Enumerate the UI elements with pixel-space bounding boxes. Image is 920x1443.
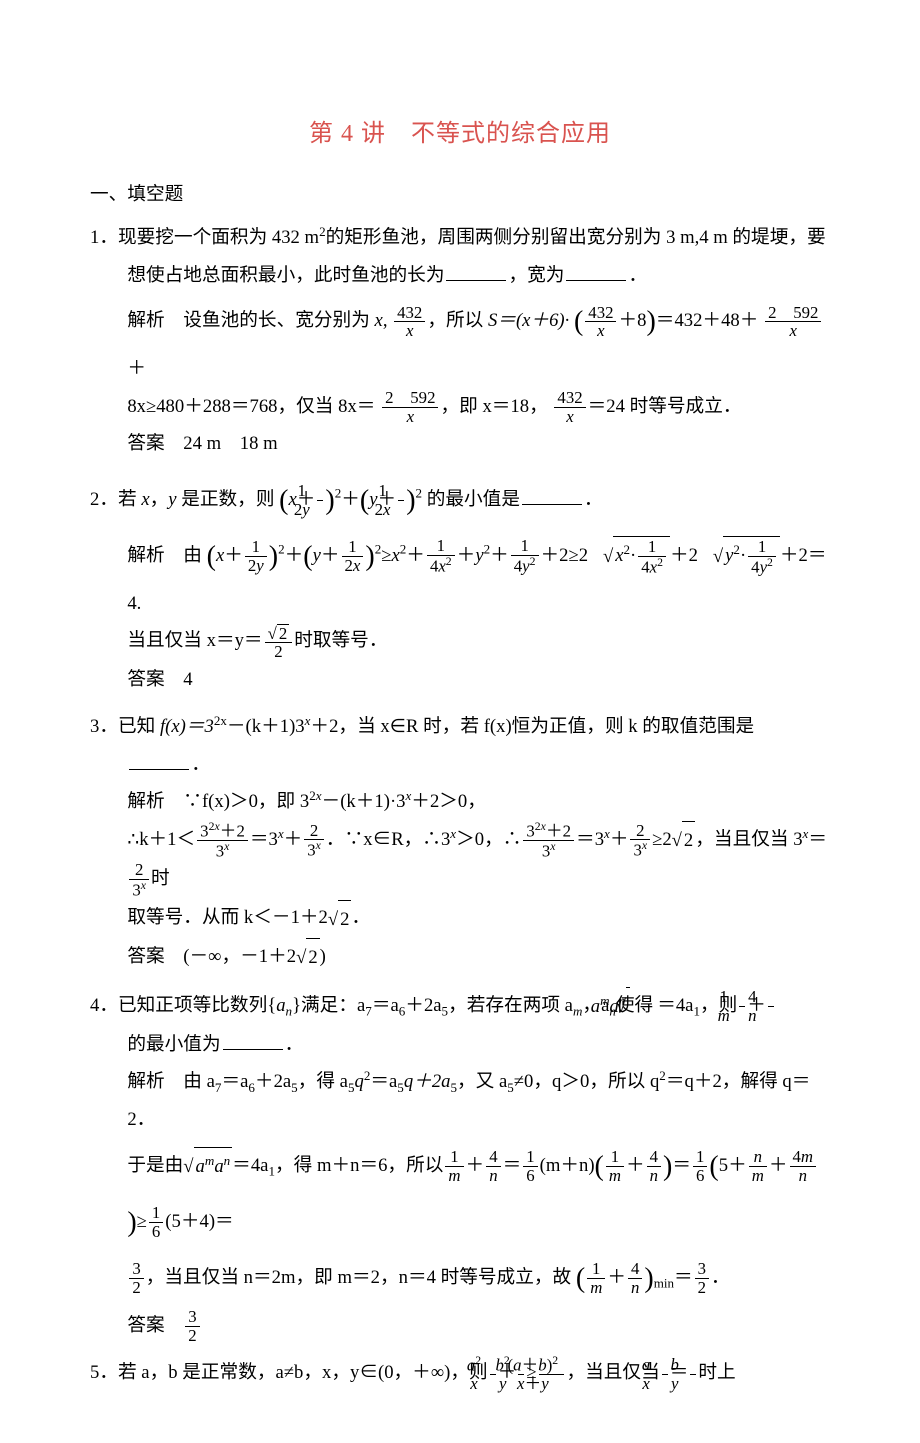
- q3-solution-1: 解析 ∵f(x)＞0，即 32x－(k＋1)·3x＋2＞0，: [90, 783, 830, 821]
- question-3: 3．已知 f(x)＝32x－(k＋1)3x＋2，当 x∈R 时，若 f(x)恒为…: [90, 708, 830, 977]
- blank: [223, 1032, 283, 1050]
- blank: [129, 752, 189, 770]
- q5-prompt: 5．若 a，b 是正常数，a≠b，x，y∈(0，＋∞)，则a2x＋b2y≥(a＋…: [90, 1354, 830, 1393]
- q4-prompt: 4．已知正项等比数列{an}满足：a7＝a6＋2a5，若存在两项 am，an使得…: [90, 987, 830, 1026]
- q4-prompt-2: 的最小值为．: [90, 1026, 830, 1063]
- fraction: 432x: [585, 304, 616, 340]
- q4-solution-1: 解析 由 a7＝a6＋2a5，得 a5q2＝a5q＋2a5，又 a5≠0，q＞0…: [90, 1063, 830, 1138]
- q1-solution-line2: 8x≥480＋288＝768，仅当 8x＝ 2 592x，即 x＝18， 432…: [90, 388, 830, 426]
- blank: [522, 487, 582, 505]
- q1-answer: 答案 24 m 18 m: [90, 425, 830, 462]
- fraction: 432x: [394, 304, 425, 340]
- fraction: 2 592x: [382, 389, 438, 425]
- q3-number: 3．: [90, 716, 118, 737]
- fraction: 2 592x: [765, 304, 821, 340]
- q2-answer: 答案 4: [90, 661, 830, 698]
- q4-solution-3: 32，当且仅当 n＝2m，即 m＝2，n＝4 时等号成立，故 (1m＋4n)mi…: [90, 1251, 830, 1307]
- q5-number: 5．: [90, 1362, 118, 1383]
- q2-solution: 解析 由 (x＋12y)2＋(y＋12x)2≥x2＋14x2＋y2＋14y2＋2…: [90, 529, 830, 622]
- q2-number: 2．: [90, 489, 118, 510]
- q4-number: 4．: [90, 995, 118, 1016]
- q3-answer: 答案 (－∞，－1＋22): [90, 938, 830, 977]
- q2-prompt: 2．若 x，y 是正数，则 (x＋12y)2＋(y＋12x)2 的最小值是．: [90, 473, 830, 529]
- q1-solution: 解析 设鱼池的长、宽分别为 x, 432x，所以 S＝(x＋6)· (432x＋…: [90, 294, 830, 387]
- q4-answer: 答案 32: [90, 1307, 830, 1345]
- blank: [446, 263, 506, 281]
- q4-solution-2: 于是由aman＝4a1，得 m＋n＝6，所以1m＋4n＝16(m＋n)(1m＋4…: [90, 1139, 830, 1251]
- blank: [566, 263, 626, 281]
- question-2: 2．若 x，y 是正数，则 (x＋12y)2＋(y＋12x)2 的最小值是． 解…: [90, 473, 830, 698]
- page: 第 4 讲 不等式的综合应用 一、填空题 1．现要挖一个面积为 432 m2的矩…: [0, 0, 920, 1443]
- q3-solution-2: ∴k＋1＜32x＋23x＝3x＋23x．∵x∈R，∴3x＞0，∴32x＋23x＝…: [90, 821, 830, 899]
- q1-number: 1．: [90, 228, 118, 249]
- q3-solution-3: 取等号．从而 k＜－1＋22．: [90, 899, 830, 938]
- question-5: 5．若 a，b 是正常数，a≠b，x，y∈(0，＋∞)，则a2x＋b2y≥(a＋…: [90, 1354, 830, 1393]
- question-4: 4．已知正项等比数列{an}满足：a7＝a6＋2a5，若存在两项 am，an使得…: [90, 987, 830, 1345]
- q3-prompt: 3．已知 f(x)＝32x－(k＋1)3x＋2，当 x∈R 时，若 f(x)恒为…: [90, 708, 830, 783]
- q2-solution-eq: 当且仅当 x＝y＝22时取等号．: [90, 622, 830, 661]
- fraction: 432x: [554, 389, 585, 425]
- question-1: 1．现要挖一个面积为 432 m2的矩形鱼池，周围两侧分别留出宽分别为 3 m,…: [90, 219, 830, 462]
- q1-prompt: 1．现要挖一个面积为 432 m2的矩形鱼池，周围两侧分别留出宽分别为 3 m,…: [90, 219, 830, 294]
- section-heading: 一、填空题: [90, 176, 830, 213]
- page-title: 第 4 讲 不等式的综合应用: [90, 110, 830, 158]
